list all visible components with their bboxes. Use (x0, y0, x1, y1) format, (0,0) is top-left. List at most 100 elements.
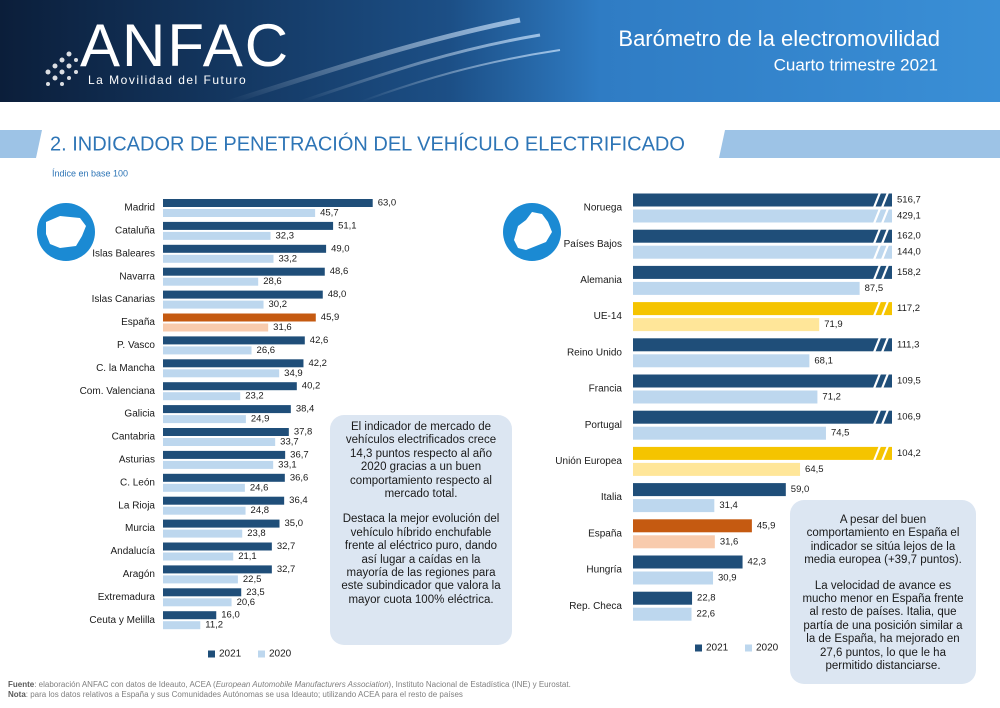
header-subtitle: Cuarto trimestre 2021 (774, 55, 938, 74)
category-label: Hungría (586, 565, 622, 576)
category-label: Navarra (119, 271, 155, 282)
bar (633, 555, 743, 569)
category-label: España (121, 317, 155, 328)
category-label: España (588, 528, 622, 539)
value-label: 71,9 (824, 319, 843, 330)
value-label: 48,6 (330, 266, 349, 277)
value-label: 45,9 (757, 520, 776, 531)
bar (163, 519, 280, 528)
bar (163, 598, 232, 607)
axis-break (880, 244, 890, 261)
axis-break (880, 208, 890, 224)
value-label: 68,1 (814, 355, 833, 366)
bar (633, 229, 892, 243)
category-label: C. la Mancha (96, 363, 155, 374)
bar (633, 354, 810, 368)
bar (633, 374, 892, 388)
logo-tagline: La Movilidad del Futuro (88, 73, 247, 87)
value-label: 162,0 (897, 231, 921, 242)
note-paragraph: Destaca la mejor evolución del vehículo … (341, 513, 501, 606)
note-paragraph: A pesar del buen comportamiento en Españ… (804, 514, 962, 567)
header-light-trail (299, 33, 541, 104)
value-label: 31,4 (719, 500, 738, 511)
legend-swatch (258, 650, 265, 658)
category-label: Islas Canarias (92, 294, 155, 305)
logo-dots (45, 51, 78, 86)
value-label: 71,2 (822, 392, 841, 403)
bar (163, 460, 274, 469)
category-label: Italia (601, 492, 623, 503)
bar (163, 323, 269, 332)
axis-break (880, 445, 890, 462)
bar (633, 535, 715, 549)
bar (163, 428, 289, 436)
value-label: 42,6 (310, 335, 329, 346)
footer-text: ), Instituto Nacional de Estadística (IN… (388, 680, 571, 689)
value-label: 23,2 (245, 391, 263, 402)
chart-subtitle: Índice en base 100 (52, 168, 128, 178)
axis-break (880, 373, 890, 389)
bar (163, 405, 291, 414)
bar (163, 231, 271, 240)
bar (633, 338, 892, 352)
value-label: 22,5 (243, 574, 262, 585)
axis-break (872, 208, 882, 224)
value-label: 22,8 (697, 593, 716, 604)
axis-break (872, 336, 882, 353)
legend-swatch (745, 644, 752, 652)
axis-break (880, 336, 890, 353)
bar (163, 621, 201, 630)
value-label: 106,9 (897, 412, 921, 423)
footer-source: Fuente: elaboración ANFAC con datos de I… (8, 680, 571, 690)
bar (163, 496, 285, 505)
bar (163, 552, 234, 561)
value-label: 516,7 (897, 195, 921, 206)
axis-break (880, 300, 890, 317)
value-label: 49,0 (331, 243, 350, 254)
axis-break (880, 409, 890, 426)
bar (163, 529, 243, 538)
footer-label: Nota (8, 690, 26, 699)
bar (633, 607, 692, 621)
category-label: UE-14 (594, 311, 623, 322)
value-label: 32,3 (276, 230, 295, 241)
value-label: 64,5 (805, 464, 824, 475)
note-paragraph: El indicador de mercado de vehículos ele… (345, 421, 497, 501)
category-label: Rep. Checa (569, 601, 622, 612)
footer-note: Nota: para los datos relativos a España … (8, 690, 571, 700)
value-label: 34,9 (284, 368, 303, 379)
bar (163, 300, 264, 309)
europe-map-icon (503, 203, 561, 261)
category-label: Madrid (124, 203, 155, 214)
category-label: Com. Valenciana (80, 386, 156, 397)
bar (633, 483, 786, 497)
category-label: La Rioja (118, 500, 155, 511)
category-label: Islas Baleares (92, 248, 155, 259)
bar (163, 277, 259, 286)
value-label: 36,6 (290, 472, 309, 483)
value-label: 51,1 (338, 220, 357, 231)
value-label: 37,8 (294, 427, 313, 438)
footer-italic: European Automobile Manufacturers Associ… (215, 680, 389, 689)
bar (163, 542, 272, 551)
value-label: 30,9 (718, 573, 737, 584)
header-title: Barómetro de la electromovilidad (618, 26, 940, 51)
category-label: Murcia (125, 523, 155, 534)
value-label: 31,6 (720, 536, 739, 547)
bar (163, 438, 276, 446)
value-label: 40,2 (302, 381, 321, 392)
bar (633, 571, 714, 585)
legend-label: 2021 (219, 649, 242, 660)
axis-break (872, 228, 882, 245)
value-label: 31,6 (273, 322, 292, 333)
value-label: 24,6 (250, 482, 269, 493)
category-label: Extremadura (98, 592, 156, 603)
bar (163, 267, 325, 276)
bar (163, 209, 316, 217)
value-label: 20,6 (237, 597, 256, 608)
value-label: 24,8 (251, 505, 270, 516)
value-label: 16,0 (221, 610, 240, 621)
